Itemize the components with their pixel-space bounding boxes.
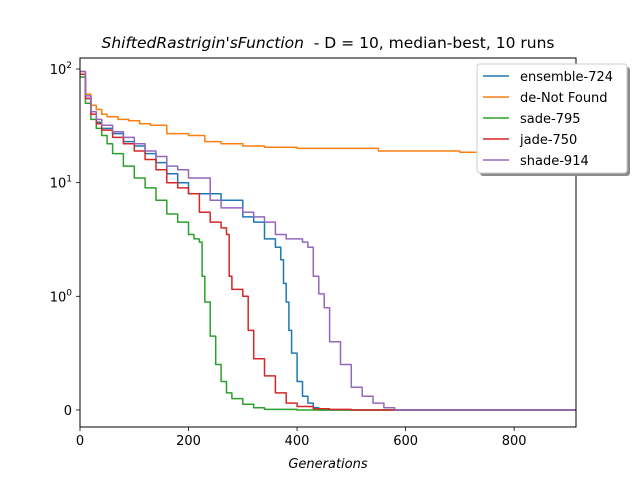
chart-title: ShiftedRastrigin'sFunction - D = 10, med…	[102, 34, 555, 52]
x-tick-label: 0	[76, 434, 84, 449]
series-line-de-Not Found	[80, 70, 576, 166]
y-tick-label: 102	[50, 61, 72, 78]
series-line-jade-750	[80, 73, 576, 411]
legend-box	[476, 63, 628, 174]
x-axis: 0 200 400 600 800	[76, 427, 527, 449]
x-tick-label: 200	[176, 434, 201, 449]
y-axis: 0 100 101 102	[50, 61, 80, 419]
y-tick-label: 0	[64, 404, 72, 419]
series-layer	[80, 70, 576, 411]
x-tick-label: 400	[285, 434, 310, 449]
y-tick-label: 101	[50, 175, 72, 192]
legend-label: shade-914	[520, 154, 589, 169]
series-line-sade-795	[80, 76, 576, 411]
legend-label: de-Not Found	[520, 91, 608, 106]
chart-title-rest: - D = 10, median-best, 10 runs	[304, 34, 555, 52]
y-tick-label: 100	[50, 288, 73, 305]
x-tick-label: 600	[393, 434, 418, 449]
legend-label: ensemble-724	[520, 70, 613, 85]
legend: ensemble-724 de-Not Found sade-795 jade-750…	[476, 63, 630, 176]
chart-title-italic: ShiftedRastrigin'sFunction	[102, 34, 304, 52]
legend-label: sade-795	[520, 112, 581, 127]
legend-label: jade-750	[519, 133, 577, 148]
x-tick-label: 800	[502, 434, 527, 449]
plot-frame	[79, 57, 577, 428]
series-line-shade-914	[80, 70, 576, 411]
x-axis-label: Generations	[288, 457, 368, 472]
